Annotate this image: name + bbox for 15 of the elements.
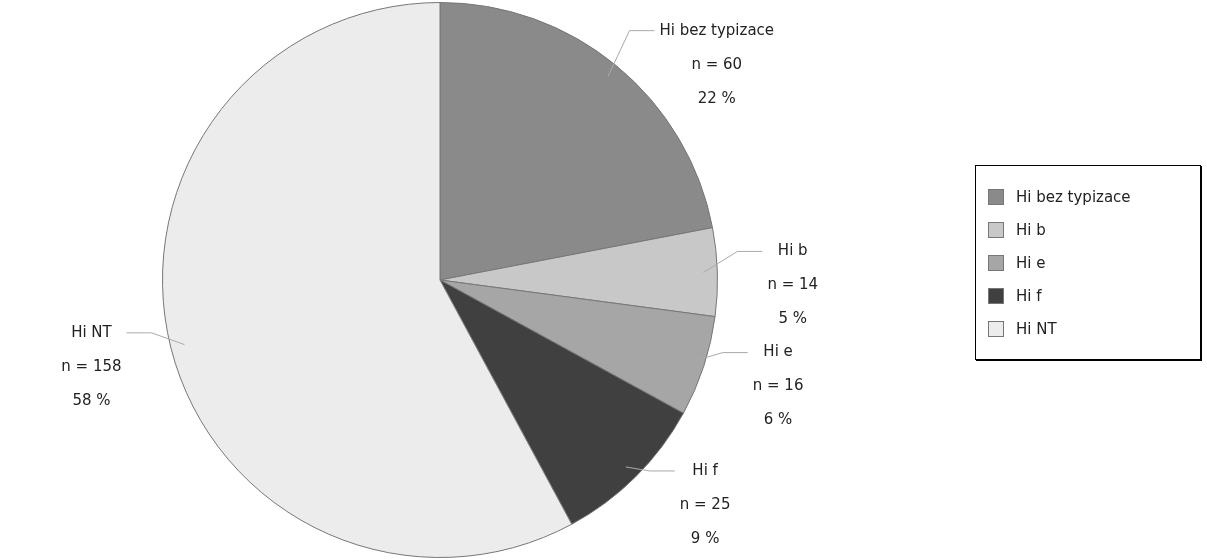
data-label: n = 60 22 % xyxy=(691,54,743,107)
legend-label: Hi NT xyxy=(1016,319,1057,338)
slice-label: Hi b xyxy=(777,241,808,260)
slice-label: Hi NT xyxy=(71,322,113,341)
data-label: n = 14 5 % xyxy=(767,275,819,328)
slice-label: Hi e xyxy=(763,342,793,361)
slice-label: Hi bez typizace xyxy=(659,20,775,39)
legend-label: Hi f xyxy=(1016,286,1042,305)
slice-label: Hi f xyxy=(692,460,719,479)
legend-label: Hi b xyxy=(1016,220,1046,239)
legend-label: Hi bez typizace xyxy=(1016,187,1131,206)
data-label: n = 16 6 % xyxy=(752,376,804,429)
data-label: n = 158 58 % xyxy=(61,356,122,409)
legend-label: Hi e xyxy=(1016,253,1046,272)
data-label: n = 25 9 % xyxy=(679,494,731,547)
